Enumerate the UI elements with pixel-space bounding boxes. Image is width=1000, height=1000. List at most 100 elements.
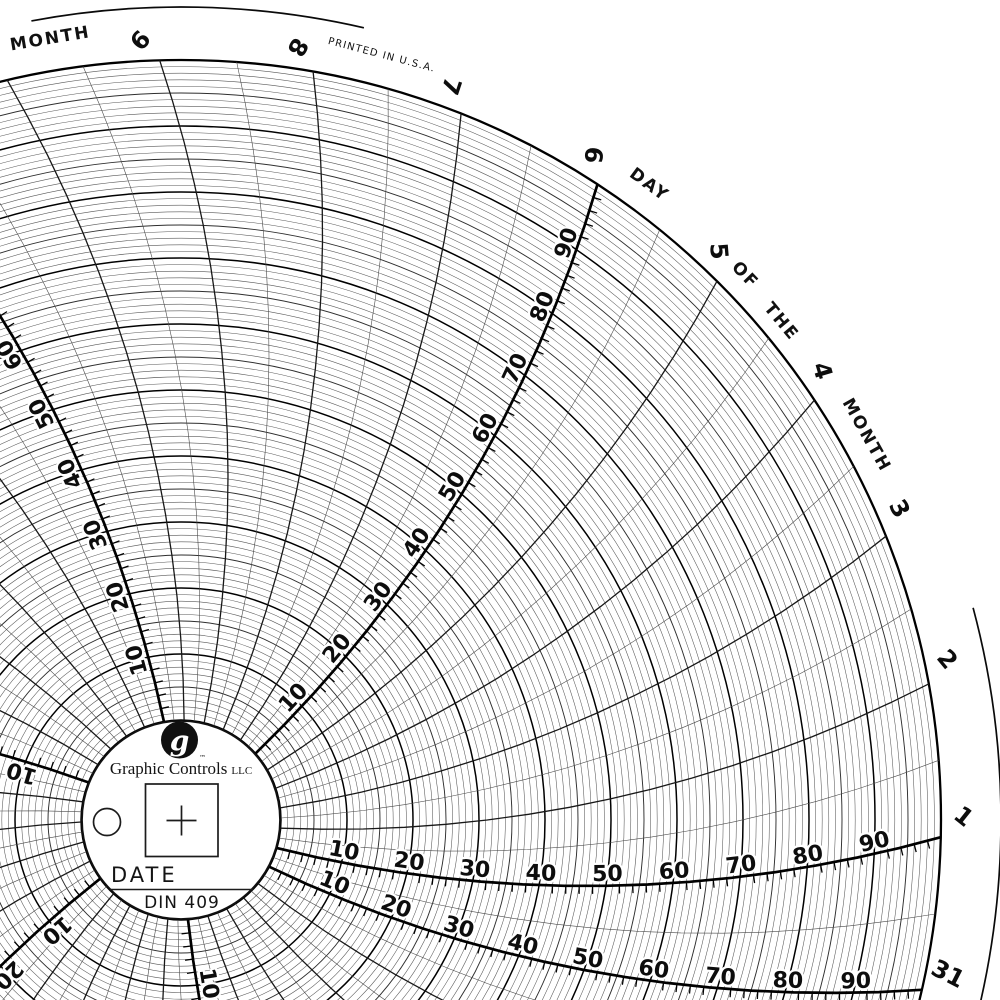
time-arc-day-5 <box>267 280 718 771</box>
scale-tick <box>0 311 8 317</box>
half-day-arc <box>2 886 107 1000</box>
value-ring <box>0 79 922 1000</box>
scale-tick <box>13 941 21 949</box>
scale-tick <box>555 964 559 973</box>
value-ring <box>34 673 328 967</box>
value-ring <box>0 290 711 1000</box>
value-ring <box>0 304 697 1000</box>
scale-tick <box>608 974 612 983</box>
scale-tick <box>154 680 163 684</box>
scale-tick <box>886 850 890 859</box>
spindle-hole-circle <box>92 807 122 837</box>
scale-tick <box>86 478 95 483</box>
scale-tick <box>394 593 402 600</box>
scale-tick <box>440 527 448 534</box>
scale-tick <box>319 686 327 693</box>
value-ring <box>0 178 823 1000</box>
scale-tick <box>46 393 55 399</box>
value-ring <box>0 600 401 1000</box>
scale-value-label: 60 <box>637 955 671 984</box>
value-ring <box>0 376 625 1000</box>
scale-tick <box>512 399 521 405</box>
scale-tick <box>488 447 496 453</box>
scale-tick <box>426 930 430 939</box>
brand-logo-letter: g <box>170 725 190 758</box>
scale-tick <box>0 746 3 755</box>
scale-tick <box>417 560 426 567</box>
value-ring <box>0 554 447 1000</box>
value-ring <box>0 244 757 1000</box>
value-ring <box>0 455 546 1000</box>
scale-tick <box>338 898 343 907</box>
value-ring <box>0 403 598 1000</box>
scale-tick <box>157 693 167 697</box>
half-day-arc <box>261 229 660 762</box>
value-ring <box>0 422 579 1000</box>
scale-tick <box>186 971 196 975</box>
value-ring <box>0 125 876 1000</box>
scale-tick <box>447 516 455 522</box>
scale-tick <box>352 864 356 873</box>
scale-tick <box>300 854 304 863</box>
scale-tick <box>819 864 823 873</box>
scale-tick <box>151 667 160 671</box>
scale-tick <box>743 990 745 999</box>
scale-value-label: 80 <box>772 968 803 994</box>
scale-tick <box>458 879 461 888</box>
half-day-arc <box>280 608 912 819</box>
scale-tick <box>413 926 418 935</box>
time-arc-day-7 <box>240 113 462 741</box>
scale-tick <box>568 967 572 976</box>
value-ring <box>0 119 882 1000</box>
scale-tick <box>410 571 418 578</box>
value-ring <box>0 416 585 1000</box>
value-ring <box>80 719 282 921</box>
value-ring <box>0 205 796 1000</box>
scale-tick <box>6 322 15 328</box>
value-ring <box>0 574 427 1000</box>
scale-tick <box>64 429 73 435</box>
value-ring <box>0 449 552 1000</box>
time-arc-day-22 <box>32 893 115 1000</box>
scale-tick <box>4 950 11 958</box>
value-ring <box>0 436 565 1000</box>
time-arc-day-12 <box>0 477 145 728</box>
value-ring <box>0 350 651 1000</box>
value-ring <box>0 145 856 1000</box>
value-ring <box>0 317 684 1000</box>
scale-tick <box>365 867 369 876</box>
value-ring <box>0 284 717 1000</box>
scale-tick <box>75 453 84 459</box>
scale-tick <box>102 515 111 520</box>
scale-tick <box>181 932 190 935</box>
scale-tick <box>589 210 598 214</box>
scale-value-label: 60 <box>658 858 690 885</box>
day-number-label: 5 <box>704 242 733 261</box>
scale-tick <box>635 978 638 987</box>
scale-tick <box>481 458 490 464</box>
scale-tick <box>593 196 602 201</box>
value-ring <box>14 653 348 987</box>
scale-value-label: 80 <box>791 841 825 871</box>
scale-tick <box>503 952 507 961</box>
scale-tick <box>160 706 170 710</box>
value-ring <box>74 713 288 927</box>
value-ring <box>0 211 790 1000</box>
scale-tick <box>542 961 546 970</box>
scale-tick <box>688 985 691 994</box>
value-ring <box>0 330 671 1000</box>
labeled-time-arc-day-11 <box>0 313 166 722</box>
scale-tick <box>530 362 539 368</box>
value-ring <box>0 191 810 1000</box>
scale-tick <box>566 274 575 279</box>
scale-tick <box>391 871 395 880</box>
scale-tick <box>289 877 294 886</box>
half-day-arc <box>271 338 769 780</box>
scale-tick <box>595 972 598 981</box>
value-ring <box>0 442 559 1000</box>
half-day-arc <box>0 684 105 757</box>
scale-tick <box>111 540 120 545</box>
value-ring <box>0 587 414 1000</box>
scale-tick <box>191 997 200 1000</box>
